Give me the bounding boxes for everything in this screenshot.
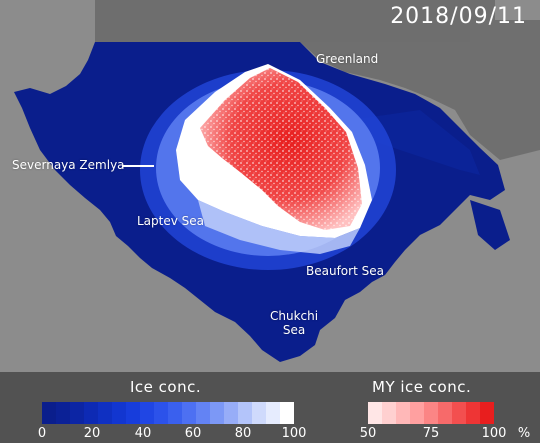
multiyear-ice-texture xyxy=(200,68,362,230)
severnaya-zemlya-label: Severnaya Zemlya xyxy=(12,158,125,172)
arctic-map xyxy=(14,0,540,362)
greenland-landmass xyxy=(300,20,540,160)
no-data-strip xyxy=(95,0,495,42)
my-ice-conc-swatch xyxy=(396,402,410,424)
hudson-bay-area xyxy=(470,200,510,250)
ice-conc-swatch xyxy=(98,402,112,424)
my-ice-conc-tick-50: 50 xyxy=(359,426,377,441)
ice-conc-swatch xyxy=(56,402,70,424)
my-ice-conc-swatch xyxy=(424,402,438,424)
my-ice-conc-swatch xyxy=(480,402,494,424)
chukchi-sea-label-line1: Chukchi xyxy=(270,309,319,323)
chukchi-sea-label-line2: Sea xyxy=(282,323,306,337)
chukchi-sea-label: Chukchi Sea xyxy=(270,309,318,337)
my-ice-conc-tick-75: 75 xyxy=(422,426,440,441)
ice-conc-swatch xyxy=(182,402,196,424)
ice-conc-swatch xyxy=(154,402,168,424)
ice-conc-tick-100: 100 xyxy=(281,426,307,441)
ice-conc-tick-40: 40 xyxy=(134,426,152,441)
ice-conc-tick-20: 20 xyxy=(83,426,101,441)
ice-conc-color-ramp xyxy=(42,402,294,424)
ice-conc-swatch xyxy=(196,402,210,424)
ice-conc-tick-80: 80 xyxy=(234,426,252,441)
ice-conc-swatch xyxy=(42,402,56,424)
my-ice-conc-color-ramp xyxy=(368,402,494,424)
ice-conc-swatch xyxy=(140,402,154,424)
laptev-sea-label: Laptev Sea xyxy=(137,214,205,228)
ice-conc-tick-0: 0 xyxy=(37,426,47,441)
ice-conc-swatch xyxy=(126,402,140,424)
ice-conc-swatch xyxy=(168,402,182,424)
severnaya-zemlya-leader-line xyxy=(122,165,154,167)
my-ice-conc-swatch xyxy=(368,402,382,424)
ice-conc-swatch xyxy=(112,402,126,424)
ice-conc-swatch xyxy=(70,402,84,424)
my-ice-conc-tick-100: 100 xyxy=(481,426,507,441)
ice-conc-tick-60: 60 xyxy=(184,426,202,441)
ice-conc-swatch xyxy=(252,402,266,424)
ice-conc-swatch xyxy=(238,402,252,424)
ice-conc-swatch xyxy=(84,402,98,424)
ice-conc-swatch xyxy=(280,402,294,424)
ice-edge-soft xyxy=(198,200,360,254)
my-ice-conc-swatch xyxy=(438,402,452,424)
ice-conc-swatch xyxy=(266,402,280,424)
percent-unit-label: % xyxy=(517,426,531,441)
my-ice-conc-swatch xyxy=(382,402,396,424)
my-ice-conc-swatch xyxy=(452,402,466,424)
my-ice-conc-swatch xyxy=(466,402,480,424)
ice-conc-legend-title: Ice conc. xyxy=(130,378,202,396)
ice-conc-swatch xyxy=(224,402,238,424)
ice-conc-swatch xyxy=(210,402,224,424)
my-ice-conc-swatch xyxy=(410,402,424,424)
date-label: 2018/09/11 xyxy=(390,4,527,29)
my-ice-conc-legend-title: MY ice conc. xyxy=(372,378,472,396)
beaufort-sea-label: Beaufort Sea xyxy=(306,264,384,278)
greenland-label: Greenland xyxy=(316,52,379,66)
